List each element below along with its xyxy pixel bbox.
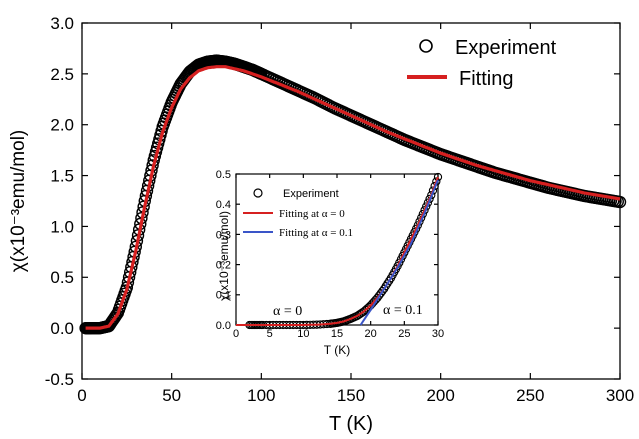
x-tick-label: 0 xyxy=(77,386,86,405)
inset-legend-experiment-label: Experiment xyxy=(283,188,339,200)
y-tick-label: 0.5 xyxy=(216,169,231,181)
inset-fitting-alpha0-line xyxy=(236,176,439,326)
x-tick-label: 0 xyxy=(233,328,239,340)
x-tick-label: 100 xyxy=(247,386,275,405)
x-tick-label: 300 xyxy=(606,386,634,405)
y-tick-label: 0.0 xyxy=(50,319,74,338)
inset-fitting-alpha01-line xyxy=(359,179,439,326)
inset-tick-labels: 0 5 10 15 20 25 30 0.0 0.1 0.2 0.3 0.4 0.5 xyxy=(216,169,444,340)
inset-y-axis-label: χ(x10⁻³emu/mol) xyxy=(217,211,231,301)
y-tick-label: 2.0 xyxy=(50,116,74,135)
x-tick-label: 20 xyxy=(365,328,377,340)
y-tick-label: 2.5 xyxy=(50,65,74,84)
inset-legend-fit0-label: Fitting at α = 0 xyxy=(279,208,345,220)
x-tick-label: 5 xyxy=(267,328,273,340)
legend-experiment-marker xyxy=(419,39,433,53)
x-tick-label: 30 xyxy=(432,328,444,340)
y-tick-label: 1.0 xyxy=(50,217,74,236)
y-tick-label: 3.0 xyxy=(50,14,74,33)
y-tick-label: 0.5 xyxy=(50,268,74,287)
inset-legend: Experiment Fitting at α = 0 Fitting at α… xyxy=(243,188,353,239)
inset-legend-experiment-marker xyxy=(253,188,263,198)
main-y-axis-label: χ(x10⁻³emu/mol) xyxy=(8,130,29,272)
inset-annotation-alpha0: α = 0 xyxy=(273,304,302,319)
y-tick-label: -0.5 xyxy=(45,370,74,389)
y-tick-label: 0.1 xyxy=(216,290,231,302)
main-fitting-line xyxy=(85,65,621,330)
y-tick-label: 0.2 xyxy=(216,259,231,271)
experiment-point xyxy=(613,195,627,209)
legend-experiment-label: Experiment xyxy=(455,37,557,59)
x-tick-label: 150 xyxy=(337,386,365,405)
y-tick-label: 0.4 xyxy=(216,199,231,211)
x-tick-label: 10 xyxy=(297,328,309,340)
main-tick-labels: 0 50 100 150 200 250 300-0.50.00.51.01.52.02.5… xyxy=(45,14,634,405)
inset-legend-fit1-label: Fitting at α = 0.1 xyxy=(279,227,353,239)
y-tick-label: 1.5 xyxy=(50,167,74,186)
inset-x-axis-label: T (K) xyxy=(324,343,350,357)
x-tick-label: 15 xyxy=(331,328,343,340)
main-legend: Experiment Fitting xyxy=(407,37,557,90)
x-tick-label: 50 xyxy=(162,386,181,405)
main-x-axis-label: T (K) xyxy=(329,413,373,435)
x-tick-label: 25 xyxy=(398,328,410,340)
x-tick-label: 250 xyxy=(516,386,544,405)
x-tick-label: 200 xyxy=(426,386,454,405)
inset-annotation-alpha01: α = 0.1 xyxy=(383,303,423,318)
legend-fitting-label: Fitting xyxy=(459,68,513,90)
y-tick-label: 0.3 xyxy=(216,229,231,241)
y-tick-label: 0.0 xyxy=(216,320,231,332)
inset-chart: 0 5 10 15 20 25 30 0.0 0.1 0.2 0.3 0.4 0.5 T (K) χ(x… xyxy=(216,169,444,358)
